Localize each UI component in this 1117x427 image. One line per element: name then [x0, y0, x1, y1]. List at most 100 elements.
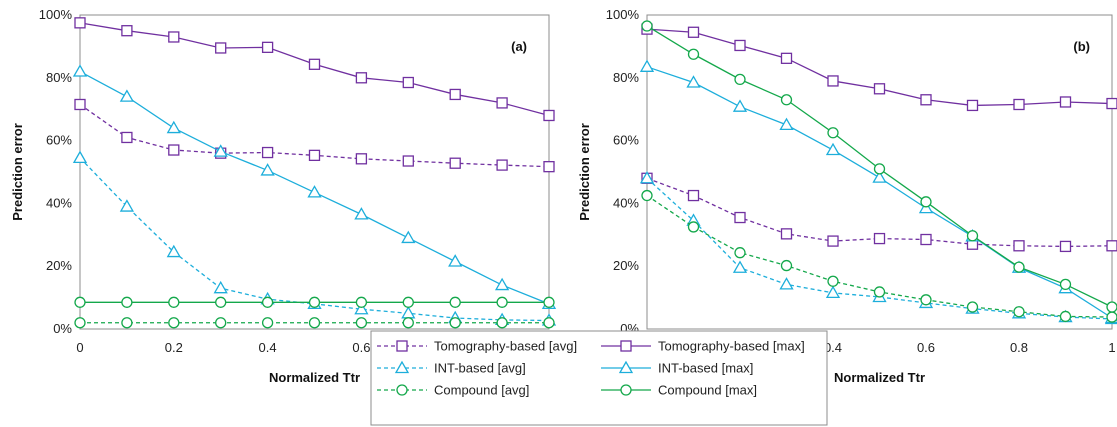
y-tick-label: 100% [606, 7, 640, 22]
data-point [641, 189, 653, 202]
data-point [119, 89, 135, 102]
y-tick-label: 60% [613, 133, 639, 148]
data-point [966, 230, 979, 242]
data-point [827, 235, 839, 247]
data-point [1059, 278, 1072, 291]
data-point [780, 228, 793, 240]
series-line [646, 177, 1113, 320]
data-point [308, 149, 321, 162]
series-tomography-based-max [74, 17, 555, 122]
data-point [543, 161, 555, 173]
data-point [825, 142, 841, 156]
legend-item-tomography-based-avg: Tomography-based [avg] [377, 339, 577, 354]
x-tick-label: 0 [76, 340, 83, 355]
y-tick-label: 20% [613, 258, 639, 273]
data-point [687, 221, 700, 233]
data-point [1059, 96, 1072, 108]
data-point [72, 64, 88, 77]
series-compound-max [641, 20, 1117, 313]
data-point [734, 247, 746, 259]
legend-label: Tomography-based [avg] [434, 339, 577, 354]
data-point [402, 296, 414, 308]
y-tick-label: 60% [46, 133, 72, 148]
x-tick-label: 0.6 [352, 340, 370, 355]
data-point [920, 196, 932, 208]
series-int-based-avg [639, 170, 1117, 325]
data-point [401, 230, 416, 244]
data-point [402, 317, 414, 329]
data-point [827, 275, 839, 287]
data-point [74, 17, 86, 29]
data-point [1106, 240, 1117, 252]
data-point [261, 146, 274, 159]
y-tick-label: 80% [46, 70, 72, 85]
data-point [355, 317, 368, 329]
legend-marker [618, 360, 634, 374]
data-point [1106, 311, 1117, 323]
legend-label: INT-based [avg] [434, 361, 526, 376]
data-point [449, 296, 461, 308]
data-point [448, 254, 463, 267]
x-tick-label: 0.6 [917, 340, 935, 355]
legend: Tomography-based [avg] Tomography-based [… [370, 330, 828, 426]
data-point [449, 317, 461, 329]
data-point [687, 48, 700, 60]
data-point [734, 211, 746, 224]
panel-label: (b) [1073, 39, 1090, 54]
data-point [873, 232, 886, 245]
data-point [494, 277, 510, 291]
data-point [639, 59, 655, 72]
data-point [687, 189, 700, 202]
data-point [355, 153, 368, 165]
legend-marker [620, 384, 632, 396]
legend-item-tomography-based-max: Tomography-based [max] [601, 339, 805, 354]
data-point [543, 296, 555, 308]
legend-label: Compound [max] [658, 383, 757, 398]
data-point [827, 75, 839, 87]
data-point [496, 296, 508, 308]
data-point [355, 296, 368, 308]
series-line [646, 66, 1113, 319]
legend-item-int-based-max: INT-based [max] [601, 361, 753, 376]
y-tick-label: 80% [613, 70, 639, 85]
legend-item-compound-avg: Compound [avg] [377, 383, 529, 398]
data-point [920, 233, 932, 246]
data-point [780, 94, 793, 106]
series-tomography-based-max [641, 23, 1117, 112]
x-tick-label: 0.4 [824, 340, 842, 355]
data-point [119, 199, 135, 212]
data-point [641, 20, 653, 32]
data-point [355, 72, 368, 84]
legend-marker [394, 360, 410, 374]
data-point [780, 259, 793, 272]
data-point [825, 285, 841, 299]
data-point [1013, 240, 1025, 252]
x-tick-label: 0.4 [259, 340, 277, 355]
data-point [687, 26, 700, 38]
data-point [213, 144, 228, 157]
data-point [72, 150, 88, 164]
data-point [166, 244, 181, 258]
data-point [213, 280, 228, 294]
data-point [496, 317, 508, 329]
data-point [686, 75, 701, 88]
data-point [307, 185, 322, 198]
data-point [215, 296, 227, 308]
y-tick-label: 100% [39, 7, 73, 22]
legend-label: Tomography-based [max] [658, 339, 805, 354]
data-point [308, 296, 321, 308]
data-point [1106, 301, 1117, 313]
data-point [734, 73, 746, 86]
legend-label: INT-based [max] [658, 361, 753, 376]
data-point [732, 260, 748, 273]
data-point [354, 207, 369, 220]
data-point [215, 317, 227, 329]
data-point [121, 131, 133, 144]
data-point [168, 296, 180, 308]
x-axis-label: Normalized Ttr [834, 370, 925, 385]
data-point [308, 317, 321, 329]
x-tick-label: 0.8 [1010, 340, 1028, 355]
data-point [166, 120, 181, 134]
data-point [261, 296, 274, 308]
